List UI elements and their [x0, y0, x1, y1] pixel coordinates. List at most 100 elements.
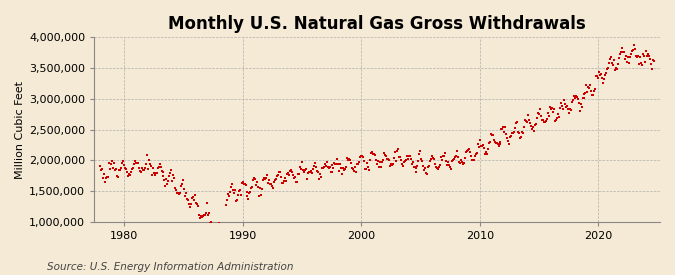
- Point: [387, 162, 398, 166]
- Point: [121, 167, 132, 171]
- Point: [217, 242, 228, 246]
- Point: [335, 162, 346, 166]
- Point: [142, 167, 153, 172]
- Point: [209, 233, 220, 237]
- Point: [494, 142, 505, 147]
- Point: [585, 83, 596, 88]
- Point: [211, 229, 222, 233]
- Point: [302, 177, 313, 181]
- Point: [117, 161, 128, 165]
- Point: [507, 131, 518, 135]
- Point: [367, 150, 377, 154]
- Point: [581, 83, 592, 87]
- Point: [475, 144, 486, 148]
- Point: [136, 169, 146, 174]
- Point: [267, 184, 277, 189]
- Point: [567, 98, 578, 102]
- Point: [257, 187, 268, 192]
- Point: [325, 169, 336, 174]
- Point: [458, 162, 468, 166]
- Point: [187, 196, 198, 200]
- Point: [322, 165, 333, 170]
- Point: [319, 162, 330, 167]
- Point: [272, 174, 283, 178]
- Point: [541, 119, 551, 123]
- Point: [430, 162, 441, 167]
- Point: [239, 182, 250, 186]
- Point: [398, 164, 408, 168]
- Point: [141, 153, 152, 157]
- Point: [215, 231, 226, 235]
- Point: [630, 54, 641, 58]
- Point: [219, 243, 230, 247]
- Point: [225, 185, 236, 190]
- Point: [503, 139, 514, 144]
- Point: [154, 161, 165, 166]
- Point: [587, 93, 598, 97]
- Point: [96, 168, 107, 172]
- Point: [394, 155, 404, 159]
- Point: [467, 158, 478, 162]
- Point: [422, 172, 433, 176]
- Point: [493, 144, 504, 148]
- Point: [377, 160, 387, 164]
- Point: [505, 135, 516, 139]
- Point: [189, 197, 200, 202]
- Point: [221, 198, 232, 203]
- Point: [599, 76, 610, 81]
- Point: [247, 185, 258, 189]
- Point: [371, 158, 381, 163]
- Point: [123, 174, 134, 179]
- Point: [563, 111, 574, 115]
- Point: [362, 161, 373, 165]
- Point: [371, 162, 382, 167]
- Point: [155, 164, 166, 169]
- Point: [537, 118, 547, 122]
- Point: [514, 131, 524, 136]
- Point: [632, 53, 643, 58]
- Point: [456, 158, 466, 163]
- Point: [551, 116, 562, 120]
- Point: [528, 125, 539, 129]
- Point: [232, 198, 242, 202]
- Point: [549, 118, 560, 123]
- Point: [240, 183, 251, 187]
- Point: [328, 166, 339, 170]
- Point: [469, 154, 480, 158]
- Point: [602, 67, 613, 71]
- Point: [200, 211, 211, 215]
- Point: [536, 113, 547, 118]
- Point: [375, 160, 385, 164]
- Point: [443, 163, 454, 167]
- Point: [145, 163, 156, 168]
- Point: [413, 159, 424, 164]
- Point: [250, 177, 261, 181]
- Point: [400, 158, 411, 163]
- Point: [502, 135, 513, 140]
- Point: [583, 84, 594, 89]
- Point: [425, 159, 436, 163]
- Point: [296, 167, 306, 171]
- Point: [558, 107, 568, 111]
- Point: [612, 67, 622, 71]
- Point: [248, 178, 259, 182]
- Point: [420, 166, 431, 171]
- Point: [385, 161, 396, 166]
- Point: [613, 61, 624, 66]
- Point: [265, 182, 275, 187]
- Point: [249, 175, 260, 180]
- Point: [407, 160, 418, 164]
- Point: [438, 154, 449, 158]
- Point: [360, 166, 371, 171]
- Point: [622, 60, 632, 64]
- Point: [261, 176, 271, 180]
- Point: [441, 163, 452, 168]
- Point: [545, 107, 556, 111]
- Point: [304, 169, 315, 174]
- Point: [362, 164, 373, 169]
- Point: [399, 158, 410, 163]
- Point: [242, 194, 253, 198]
- Point: [300, 167, 311, 172]
- Point: [592, 73, 603, 78]
- Point: [415, 149, 426, 153]
